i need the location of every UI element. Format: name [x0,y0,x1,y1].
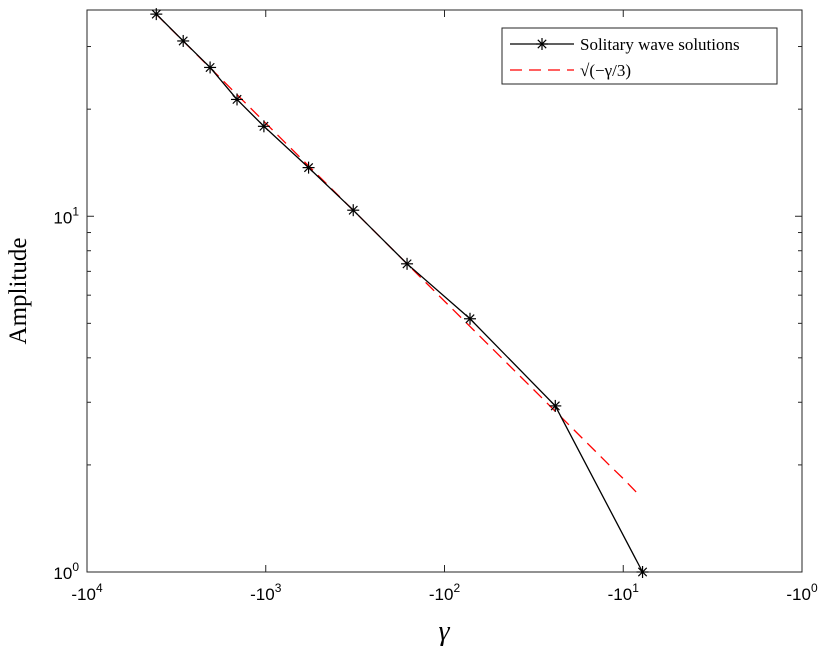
data-point [204,61,217,74]
marker-stroke [205,62,215,73]
y-axis-label: Amplitude [5,238,32,345]
marker-stroke [232,94,242,105]
marker-stroke [303,162,314,173]
y-tick-label-exp: 0 [72,560,79,574]
x-tick-label-base: -10 [250,585,275,604]
data-point [636,566,649,578]
marker-stroke [465,314,475,324]
marker-stroke [178,36,188,46]
marker-stroke [348,205,358,215]
data-point [150,8,163,21]
x-tick-label-exp: 0 [811,581,818,595]
x-axis-label: γ [438,616,450,647]
y-tick-label: 101 [53,204,79,227]
reference-curve-line [155,13,642,497]
x-tick-label: -104 [71,581,103,604]
legend-marker-solution [536,38,548,50]
marker-stroke [151,9,161,19]
y-tick-label-base: 10 [53,208,72,227]
legend-label-solution: Solitary wave solutions [580,35,740,54]
ticks [86,10,803,573]
data-point [401,257,414,270]
data-point [177,34,190,47]
data-point [549,399,562,412]
x-tick-label-base: -10 [429,585,454,604]
legend-label-reference: √(−γ/3) [580,61,631,80]
marker-stroke [537,39,547,49]
data-point [302,161,315,174]
plot-area [86,9,803,573]
data-point [257,120,270,133]
marker-stroke [550,401,560,411]
data-point [231,93,244,106]
y-tick-label-exp: 1 [72,204,79,218]
y-tick-label-base: 10 [53,564,72,583]
marker-stroke [259,121,269,131]
legend: Solitary wave solutions √(−γ/3) [501,27,778,85]
x-tick-label: -102 [429,581,461,604]
x-tick-label-exp: 1 [632,581,639,595]
x-tick-label-base: -10 [71,585,96,604]
x-tick-label-exp: 2 [453,581,460,595]
x-tick-label-exp: 3 [275,581,282,595]
x-tick-label: -100 [786,581,818,604]
x-tick-label-base: -10 [786,585,811,604]
x-tick-label: -103 [250,581,282,604]
x-tick-label-exp: 4 [96,581,103,595]
data-point [347,204,360,217]
series-layer [150,8,649,578]
legend-box [501,27,778,85]
marker-stroke [402,259,412,269]
data-point [464,312,477,325]
x-tick-label-base: -10 [608,585,633,604]
x-tick-label: -101 [608,581,640,604]
marker-stroke [637,567,648,577]
y-tick-label: 100 [53,560,79,583]
